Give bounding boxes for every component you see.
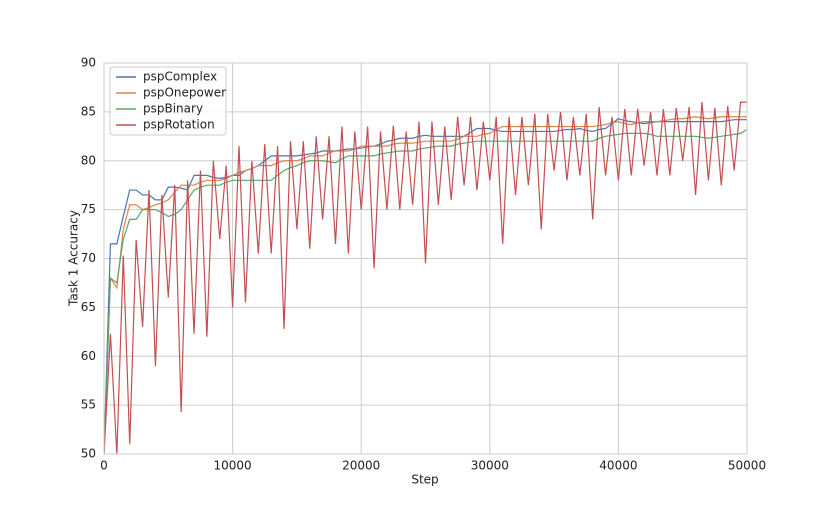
y-tick-label: 50 — [81, 447, 96, 461]
y-tick-label: 85 — [81, 104, 96, 118]
x-tick-label: 50000 — [728, 459, 766, 473]
series-line — [104, 101, 747, 454]
legend-label: pspBinary — [143, 102, 203, 116]
legend-label: pspOnepower — [143, 86, 226, 100]
x-tick-label: 10000 — [214, 459, 252, 473]
plot-frame — [103, 62, 748, 455]
y-tick-label: 75 — [81, 202, 96, 216]
legend-box — [109, 66, 227, 136]
x-tick-label: 40000 — [599, 459, 637, 473]
x-tick-label: 0 — [100, 459, 108, 473]
y-tick-label: 55 — [81, 398, 96, 412]
y-tick-label: 65 — [81, 300, 96, 314]
legend-label: pspRotation — [143, 118, 215, 132]
y-tick-label: 80 — [81, 153, 96, 167]
y-tick-label: 70 — [81, 251, 96, 265]
x-tick-label: 20000 — [342, 459, 380, 473]
y-tick-label: 90 — [81, 56, 96, 70]
x-axis-label: Step — [411, 473, 438, 487]
y-tick-label: 60 — [81, 349, 96, 363]
legend-label: pspComplex — [143, 70, 217, 84]
y-axis-label: Task 1 Accuracy — [67, 210, 81, 307]
x-tick-label: 30000 — [471, 459, 509, 473]
series-line — [104, 128, 747, 454]
series-line — [104, 116, 747, 454]
